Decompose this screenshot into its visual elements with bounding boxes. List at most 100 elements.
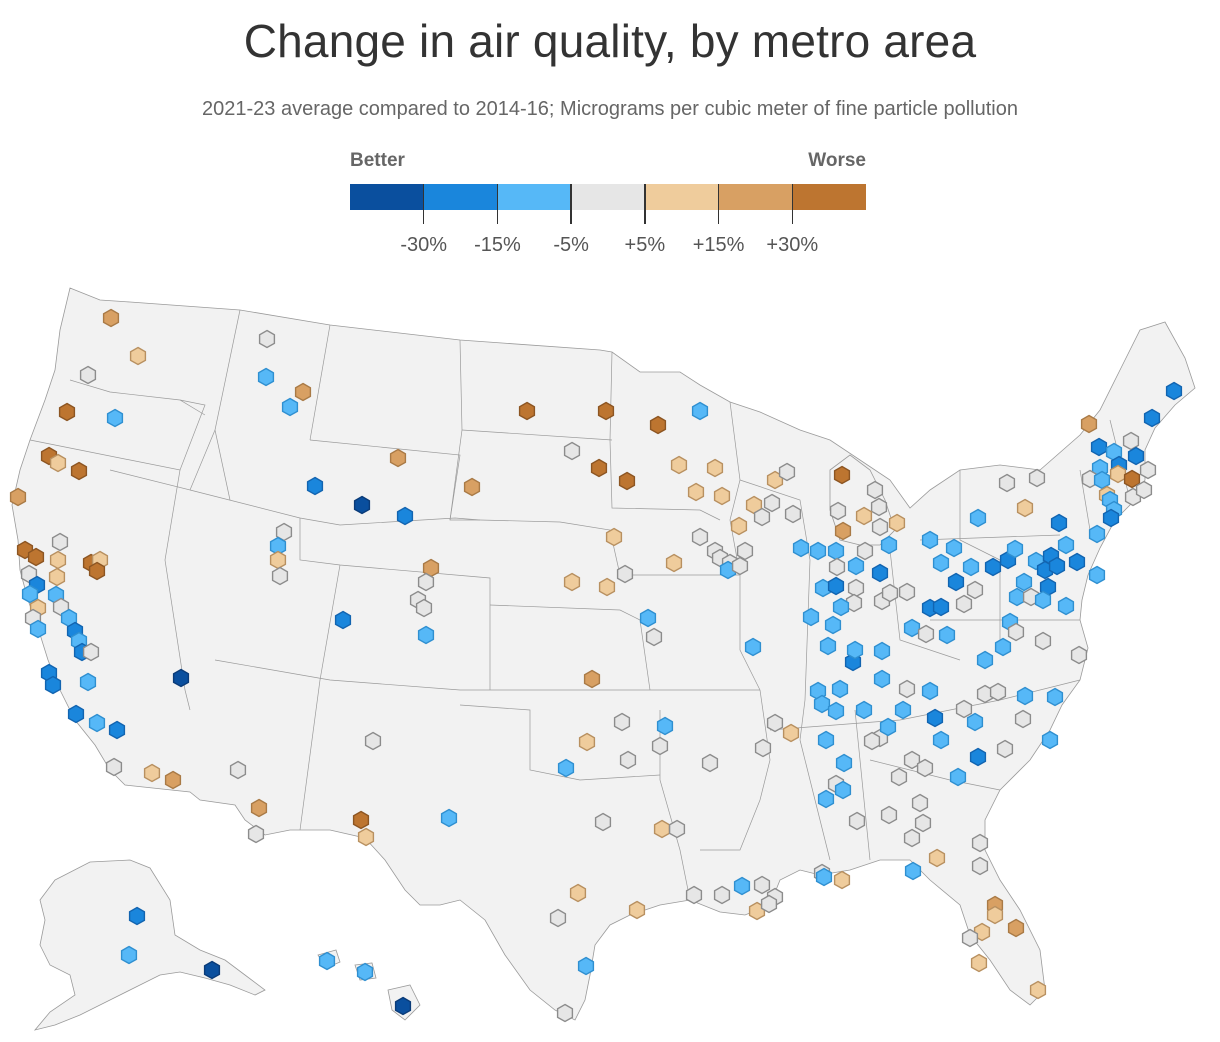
metro-hexagon-marker[interactable]	[809, 541, 827, 561]
metro-hexagon-marker[interactable]	[731, 556, 749, 576]
metro-hexagon-marker[interactable]	[164, 770, 182, 790]
metro-hexagon-marker[interactable]	[1014, 709, 1032, 729]
metro-hexagon-marker[interactable]	[904, 861, 922, 881]
metro-hexagon-marker[interactable]	[1090, 437, 1108, 457]
metro-hexagon-marker[interactable]	[58, 402, 76, 422]
metro-hexagon-marker[interactable]	[815, 867, 833, 887]
metro-hexagon-marker[interactable]	[357, 827, 375, 847]
metro-hexagon-marker[interactable]	[847, 578, 865, 598]
metro-hexagon-marker[interactable]	[846, 640, 864, 660]
metro-hexagon-marker[interactable]	[753, 507, 771, 527]
metro-hexagon-marker[interactable]	[828, 557, 846, 577]
metro-hexagon-marker[interactable]	[79, 672, 97, 692]
metro-hexagon-marker[interactable]	[106, 408, 124, 428]
metro-hexagon-marker[interactable]	[1070, 645, 1088, 665]
metro-hexagon-marker[interactable]	[691, 401, 709, 421]
metro-hexagon-marker[interactable]	[21, 584, 39, 604]
metro-hexagon-marker[interactable]	[834, 521, 852, 541]
metro-hexagon-marker[interactable]	[1088, 524, 1106, 544]
metro-hexagon-marker[interactable]	[396, 506, 414, 526]
metro-hexagon-marker[interactable]	[70, 461, 88, 481]
metro-hexagon-marker[interactable]	[898, 679, 916, 699]
metro-hexagon-marker[interactable]	[394, 996, 412, 1016]
metro-hexagon-marker[interactable]	[966, 580, 984, 600]
metro-hexagon-marker[interactable]	[955, 594, 973, 614]
metro-hexagon-marker[interactable]	[1123, 469, 1141, 489]
metro-hexagon-marker[interactable]	[590, 458, 608, 478]
metro-hexagon-marker[interactable]	[827, 541, 845, 561]
metro-hexagon-marker[interactable]	[888, 513, 906, 533]
metro-hexagon-marker[interactable]	[989, 682, 1007, 702]
metro-hexagon-marker[interactable]	[973, 922, 991, 942]
metro-hexagon-marker[interactable]	[79, 365, 97, 385]
metro-hexagon-marker[interactable]	[1122, 431, 1140, 451]
metro-hexagon-marker[interactable]	[685, 885, 703, 905]
metro-hexagon-marker[interactable]	[917, 624, 935, 644]
metro-hexagon-marker[interactable]	[172, 668, 190, 688]
metro-hexagon-marker[interactable]	[890, 767, 908, 787]
metro-hexagon-marker[interactable]	[653, 819, 671, 839]
metro-hexagon-marker[interactable]	[753, 875, 771, 895]
metro-hexagon-marker[interactable]	[82, 642, 100, 662]
metro-hexagon-marker[interactable]	[583, 669, 601, 689]
metro-hexagon-marker[interactable]	[736, 541, 754, 561]
metro-hexagon-marker[interactable]	[880, 805, 898, 825]
metro-hexagon-marker[interactable]	[318, 951, 336, 971]
metro-hexagon-marker[interactable]	[613, 712, 631, 732]
metro-hexagon-marker[interactable]	[870, 497, 888, 517]
metro-hexagon-marker[interactable]	[863, 731, 881, 751]
metro-hexagon-marker[interactable]	[827, 701, 845, 721]
metro-hexagon-marker[interactable]	[1088, 565, 1106, 585]
metro-hexagon-marker[interactable]	[834, 780, 852, 800]
metro-hexagon-marker[interactable]	[996, 739, 1014, 759]
metro-hexagon-marker[interactable]	[706, 458, 724, 478]
metro-hexagon-marker[interactable]	[947, 572, 965, 592]
metro-hexagon-marker[interactable]	[847, 556, 865, 576]
metro-hexagon-marker[interactable]	[9, 487, 27, 507]
metro-hexagon-marker[interactable]	[88, 713, 106, 733]
metro-hexagon-marker[interactable]	[306, 476, 324, 496]
metro-hexagon-marker[interactable]	[556, 1003, 574, 1023]
metro-hexagon-marker[interactable]	[27, 547, 45, 567]
metro-hexagon-marker[interactable]	[334, 610, 352, 630]
metro-hexagon-marker[interactable]	[848, 811, 866, 831]
metro-hexagon-marker[interactable]	[824, 615, 842, 635]
metro-hexagon-marker[interactable]	[866, 480, 884, 500]
metro-hexagon-marker[interactable]	[229, 760, 247, 780]
metro-hexagon-marker[interactable]	[760, 894, 778, 914]
metro-hexagon-marker[interactable]	[88, 561, 106, 581]
metro-hexagon-marker[interactable]	[984, 557, 1002, 577]
metro-hexagon-marker[interactable]	[1139, 460, 1157, 480]
metro-hexagon-marker[interactable]	[463, 477, 481, 497]
metro-hexagon-marker[interactable]	[1028, 468, 1046, 488]
metro-hexagon-marker[interactable]	[577, 956, 595, 976]
metro-hexagon-marker[interactable]	[961, 928, 979, 948]
metro-hexagon-marker[interactable]	[932, 597, 950, 617]
metro-hexagon-marker[interactable]	[969, 508, 987, 528]
metro-hexagon-marker[interactable]	[966, 712, 984, 732]
metro-hexagon-marker[interactable]	[845, 593, 863, 613]
metro-hexagon-marker[interactable]	[1057, 535, 1075, 555]
metro-hexagon-marker[interactable]	[1046, 687, 1064, 707]
metro-hexagon-marker[interactable]	[971, 833, 989, 853]
metro-hexagon-marker[interactable]	[417, 625, 435, 645]
metro-hexagon-marker[interactable]	[1050, 513, 1068, 533]
metro-hexagon-marker[interactable]	[784, 504, 802, 524]
metro-hexagon-marker[interactable]	[713, 486, 731, 506]
metro-hexagon-marker[interactable]	[1109, 464, 1127, 484]
metro-hexagon-marker[interactable]	[894, 700, 912, 720]
metro-hexagon-marker[interactable]	[440, 808, 458, 828]
metro-hexagon-marker[interactable]	[782, 723, 800, 743]
metro-hexagon-marker[interactable]	[1102, 508, 1120, 528]
metro-hexagon-marker[interactable]	[670, 455, 688, 475]
metro-hexagon-marker[interactable]	[1143, 408, 1161, 428]
metro-hexagon-marker[interactable]	[903, 750, 921, 770]
metro-hexagon-marker[interactable]	[143, 763, 161, 783]
metro-hexagon-marker[interactable]	[903, 618, 921, 638]
metro-hexagon-marker[interactable]	[1057, 596, 1075, 616]
metro-hexagon-marker[interactable]	[1007, 918, 1025, 938]
metro-hexagon-marker[interactable]	[970, 953, 988, 973]
metro-hexagon-marker[interactable]	[557, 758, 575, 778]
metro-hexagon-marker[interactable]	[856, 541, 874, 561]
metro-hexagon-marker[interactable]	[415, 598, 433, 618]
